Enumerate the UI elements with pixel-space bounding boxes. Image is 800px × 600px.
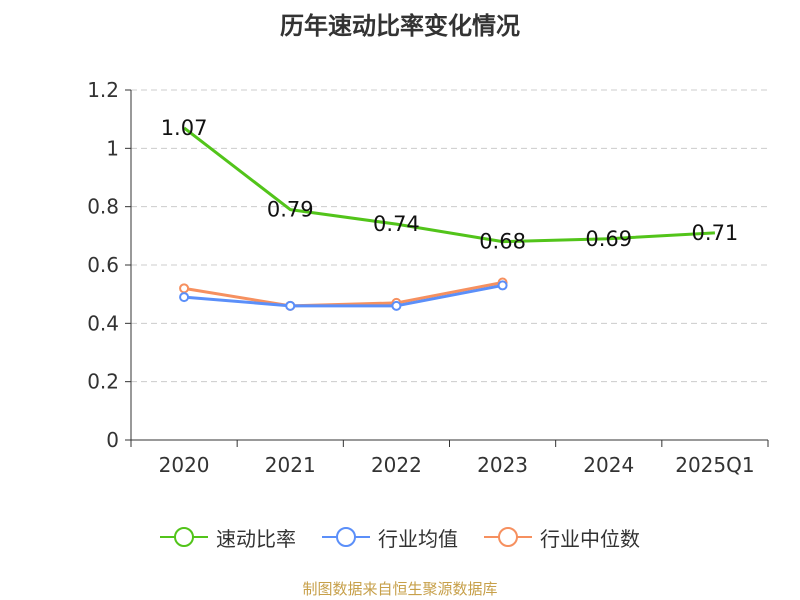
y-tick-label: 0 bbox=[106, 428, 119, 452]
data-label: 0.68 bbox=[479, 230, 526, 254]
legend-label: 速动比率 bbox=[216, 526, 296, 551]
data-label: 0.79 bbox=[267, 198, 314, 222]
legend-item[interactable]: 行业中位数 bbox=[484, 523, 640, 552]
x-tick-label: 2022 bbox=[371, 453, 422, 477]
legend-label: 行业均值 bbox=[378, 526, 458, 551]
data-label: 0.74 bbox=[373, 212, 420, 236]
series-point bbox=[179, 283, 190, 294]
legend-label: 行业中位数 bbox=[540, 526, 640, 551]
legend-marker-icon bbox=[160, 527, 208, 547]
data-label: 0.69 bbox=[585, 227, 632, 251]
data-label: 0.71 bbox=[692, 221, 739, 245]
y-tick-label: 0.2 bbox=[87, 370, 119, 394]
y-tick-label: 0.6 bbox=[87, 253, 119, 277]
series-point bbox=[285, 300, 296, 311]
y-tick-label: 0.8 bbox=[87, 195, 119, 219]
legend-item[interactable]: 速动比率 bbox=[160, 523, 296, 552]
data-label: 1.07 bbox=[161, 116, 208, 140]
legend: 速动比率 行业均值 行业中位数 bbox=[0, 520, 800, 554]
y-tick-label: 0.4 bbox=[87, 311, 119, 335]
series-line bbox=[183, 283, 503, 308]
x-tick-label: 2025Q1 bbox=[675, 453, 754, 477]
x-tick-label: 2023 bbox=[477, 453, 528, 477]
x-tick-label: 2024 bbox=[583, 453, 634, 477]
x-tick-label: 2020 bbox=[159, 453, 210, 477]
series-point bbox=[497, 280, 508, 291]
legend-item[interactable]: 行业均值 bbox=[322, 523, 458, 552]
series-line bbox=[183, 126, 715, 244]
chart-title: 历年速动比率变化情况 bbox=[280, 12, 520, 40]
source-note: 制图数据来自恒生聚源数据库 bbox=[302, 580, 498, 598]
legend-marker-icon bbox=[322, 527, 370, 547]
legend-marker-icon bbox=[484, 527, 532, 547]
series-point bbox=[391, 300, 402, 311]
series-point bbox=[179, 292, 190, 303]
x-tick-label: 2021 bbox=[265, 453, 316, 477]
y-tick-label: 1.2 bbox=[87, 78, 119, 102]
y-tick-label: 1 bbox=[106, 136, 119, 160]
